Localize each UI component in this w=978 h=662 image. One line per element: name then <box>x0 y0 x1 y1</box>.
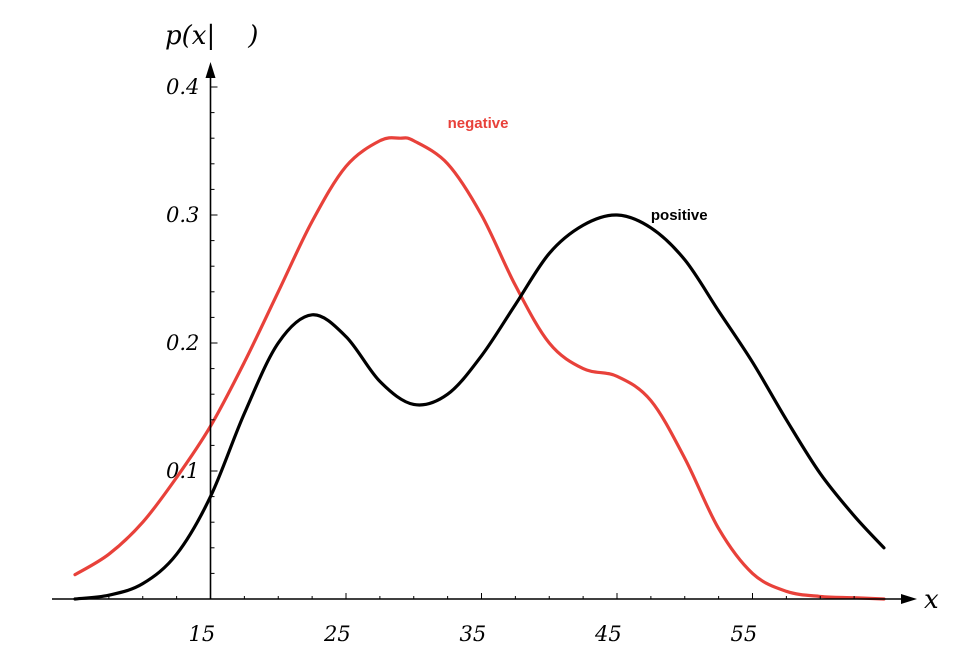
x-tick-label: 25 <box>323 622 351 646</box>
x-tick-label: 15 <box>189 622 216 646</box>
y-tick-label: 0.2 <box>166 331 199 355</box>
series-line-positive <box>73 213 886 601</box>
y-tick-label: 0.1 <box>166 459 199 483</box>
y-tick-label: 0.3 <box>166 203 199 227</box>
x-tick-label: 45 <box>594 622 622 646</box>
x-axis-title: x <box>924 585 939 615</box>
x-tick-label: 55 <box>731 622 758 646</box>
annotation-layer: negative positive <box>448 115 708 224</box>
x-axis-arrow-icon <box>901 594 917 604</box>
y-tick-label: 0.4 <box>166 75 199 99</box>
ticks-layer: 15 25 35 45 55 0.1 0.2 0.3 0.4 <box>108 75 855 646</box>
axes-layer <box>52 62 917 604</box>
series-line-negative <box>73 136 886 601</box>
labels-layer: x p(x| ) <box>165 21 939 615</box>
series-label-positive: positive <box>651 207 708 224</box>
series-label-negative: negative <box>448 115 509 132</box>
y-axis-arrow-icon <box>205 62 216 78</box>
x-tick-label: 35 <box>460 622 487 646</box>
y-axis-title: p(x| ) <box>165 21 258 51</box>
